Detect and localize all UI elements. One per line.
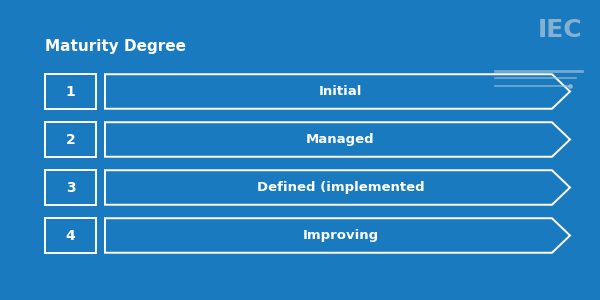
FancyBboxPatch shape: [45, 74, 96, 109]
FancyBboxPatch shape: [45, 218, 96, 253]
Text: Initial: Initial: [319, 85, 362, 98]
Text: Improving: Improving: [302, 229, 379, 242]
Text: Managed: Managed: [306, 133, 375, 146]
Text: Maturity Degree: Maturity Degree: [45, 39, 186, 54]
Polygon shape: [105, 74, 570, 109]
Polygon shape: [105, 218, 570, 253]
Text: 3: 3: [65, 181, 76, 194]
Polygon shape: [105, 122, 570, 157]
Text: 1: 1: [65, 85, 76, 98]
Text: IEC: IEC: [538, 18, 582, 42]
Text: 2: 2: [65, 133, 76, 146]
FancyBboxPatch shape: [45, 170, 96, 205]
Text: Defined (implemented: Defined (implemented: [257, 181, 424, 194]
FancyBboxPatch shape: [45, 122, 96, 157]
Text: 4: 4: [65, 229, 76, 242]
Polygon shape: [105, 170, 570, 205]
